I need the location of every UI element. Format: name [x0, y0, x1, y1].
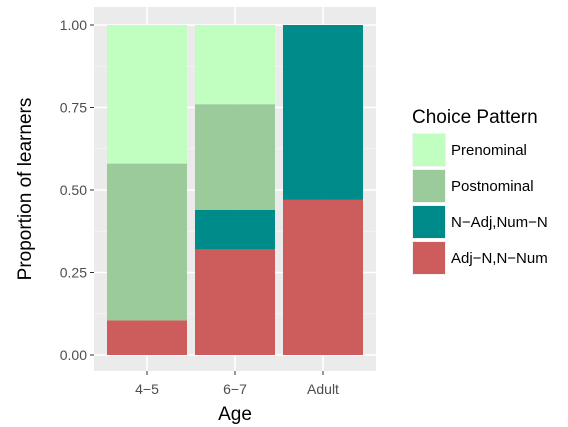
bar-segment [195, 249, 275, 355]
y-tick-label: 0.00 [60, 347, 87, 363]
x-tick-label: 4−5 [135, 381, 159, 397]
bar-segment [107, 25, 187, 164]
legend-title: Choice Pattern [412, 107, 538, 128]
bars [107, 25, 363, 355]
legend-label: Prenominal [451, 142, 527, 159]
legend: Choice Pattern Prenominal Postnominal N−Ad… [412, 107, 548, 275]
x-axis: 4−5 6−7 Adult [135, 371, 339, 397]
bar-segment [195, 104, 275, 210]
x-tick-label: 6−7 [223, 381, 247, 397]
bar-segment [195, 25, 275, 105]
bar-segment [107, 320, 187, 355]
legend-key [413, 206, 445, 238]
legend-label: Postnominal [451, 178, 534, 195]
y-tick-label: 1.00 [60, 17, 87, 33]
x-axis-title: Age [218, 404, 252, 425]
bar-segment [283, 25, 363, 200]
y-tick-label: 0.50 [60, 182, 87, 198]
legend-label: Adj−N,N−Num [451, 250, 548, 267]
bar-segment [283, 199, 363, 355]
bar-segment [107, 163, 187, 321]
bar-segment [195, 209, 275, 250]
legend-key [413, 134, 445, 166]
y-tick-label: 0.75 [60, 100, 87, 116]
y-tick-label: 0.25 [60, 265, 87, 281]
legend-key [413, 170, 445, 202]
x-tick-label: Adult [307, 381, 339, 397]
y-axis: 0.00 0.25 0.50 0.75 1.00 [60, 17, 94, 363]
legend-label: N−Adj,Num−N [451, 214, 548, 231]
y-axis-title: Proportion of learners [15, 98, 36, 281]
legend-key [413, 242, 445, 274]
